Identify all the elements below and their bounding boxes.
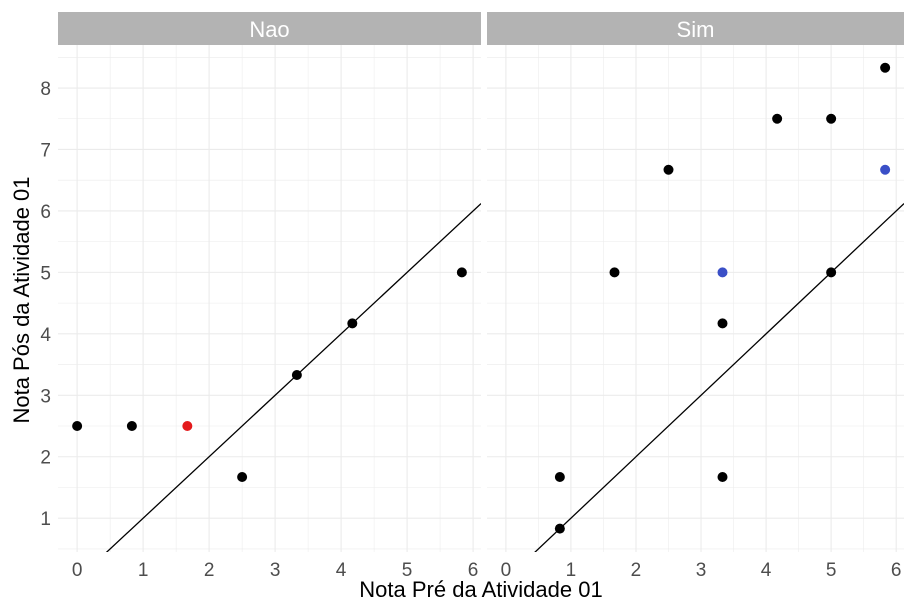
plot-background (58, 45, 481, 552)
x-tick-label: 4 (761, 560, 772, 581)
data-point (554, 523, 565, 534)
data-point (182, 421, 193, 432)
data-point (826, 267, 837, 278)
y-tick-label: 3 (40, 386, 51, 407)
facet-panels: Nao 0 1 2 3 4 5 6 Sim 0 1 2 3 4 5 6 (58, 12, 904, 581)
y-tick-label: 5 (40, 263, 51, 284)
data-point (826, 113, 837, 124)
y-tick-label: 2 (40, 448, 51, 469)
panel-sim: Sim 0 1 2 3 4 5 6 (487, 12, 904, 581)
x-tick-label: 6 (468, 560, 479, 581)
grid (58, 45, 481, 552)
facet-strip (487, 12, 904, 45)
grid (487, 45, 904, 552)
data-point (880, 164, 891, 175)
data-point (291, 370, 302, 381)
data-point (456, 267, 467, 278)
x-tick-label: 1 (138, 560, 149, 581)
y-tick-label: 8 (40, 79, 51, 100)
y-tick-label: 7 (40, 140, 51, 161)
x-tick-label: 3 (696, 560, 707, 581)
plot-background (487, 45, 904, 552)
x-tick-label: 5 (402, 560, 413, 581)
data-point (772, 113, 783, 124)
x-tick-label: 2 (204, 560, 215, 581)
x-axis-title: Nota Pré da Atividade 01 (359, 577, 602, 601)
x-tick-label: 6 (891, 560, 902, 581)
y-tick-label: 4 (40, 325, 51, 346)
y-tick-label: 6 (40, 202, 51, 223)
panel-nao: Nao 0 1 2 3 4 5 6 (58, 12, 481, 581)
facet-strip-label: Nao (249, 17, 289, 42)
facet-strip (58, 12, 481, 45)
data-point (72, 421, 83, 432)
x-tick-label: 5 (826, 560, 837, 581)
x-tick-label: 0 (72, 560, 83, 581)
x-tick-label: 4 (336, 560, 347, 581)
y-axis-ticks: 1 2 3 4 5 6 7 8 (40, 79, 51, 530)
data-point (717, 267, 728, 278)
data-point (880, 62, 891, 73)
data-point (717, 472, 728, 483)
facet-strip-label: Sim (677, 17, 715, 42)
reference-line (105, 203, 481, 552)
y-tick-label: 1 (40, 509, 51, 530)
y-axis-title: Nota Pós da Atividade 01 (9, 176, 34, 423)
x-tick-label: 2 (631, 560, 642, 581)
data-point (126, 421, 137, 432)
data-point (347, 318, 358, 329)
data-point (554, 472, 565, 483)
data-point (237, 472, 248, 483)
data-point (663, 164, 674, 175)
data-point (717, 318, 728, 329)
x-tick-label: 3 (270, 560, 281, 581)
x-tick-label: 0 (501, 560, 512, 581)
data-point (609, 267, 620, 278)
x-tick-label: 1 (566, 560, 577, 581)
